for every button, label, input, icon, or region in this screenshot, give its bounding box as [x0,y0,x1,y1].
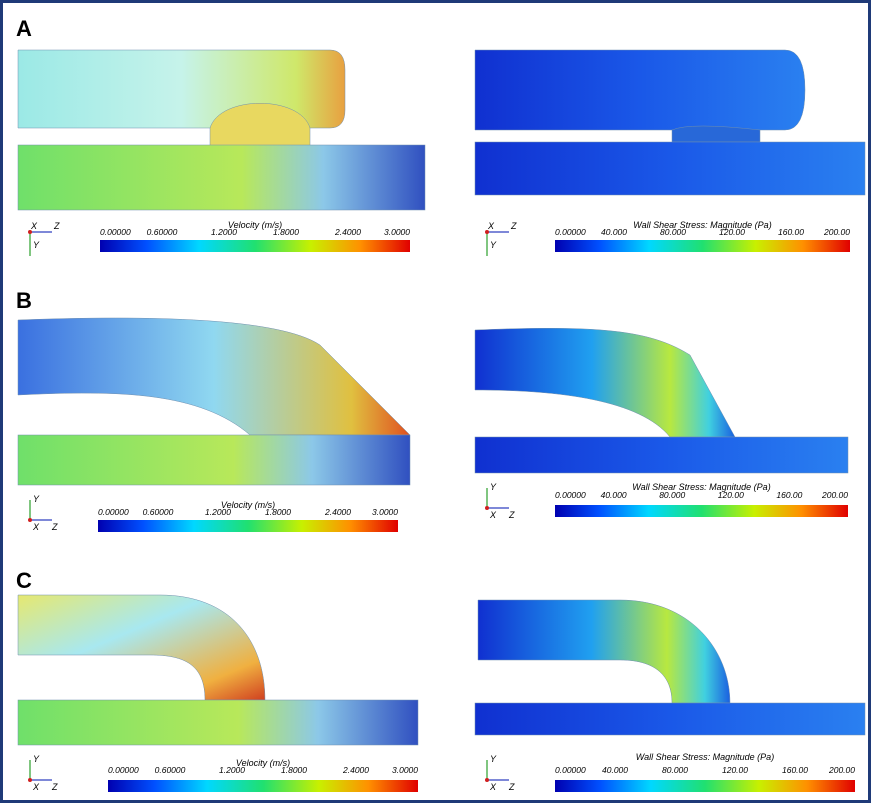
axis-origin [485,230,489,234]
colorbar-tick-label: 0.00000 [98,507,129,517]
colorbar-tick-label: 200.00 [821,490,848,500]
panel-label: C [16,568,32,593]
axis-origin [485,778,489,782]
colorbar-tick-label: 0.60000 [155,765,186,775]
colorbar-tick-label: 2.4000 [342,765,369,775]
colorbar-title: Wall Shear Stress: Magnitude (Pa) [636,752,774,762]
flow-geometry [18,435,410,485]
colorbar-tick-label: 40.000 [601,490,627,500]
colorbar-tick-label: 0.00000 [108,765,139,775]
axis-origin [28,778,32,782]
colorbar-tick-label: 40.000 [601,227,627,237]
flow-geometry [18,700,418,745]
colorbar-tick-label: 0.00000 [555,227,586,237]
colorbar-tick-label: 120.00 [722,765,748,775]
colorbar [108,780,418,792]
colorbar [100,240,410,252]
colorbar-title: Wall Shear Stress: Magnitude (Pa) [632,482,770,492]
colorbar [98,520,398,532]
axis-label: Z [53,221,60,231]
colorbar-tick-label: 1.8000 [265,507,291,517]
flow-geometry [475,50,805,130]
axis-label: Y [33,240,40,250]
axis-label: X [487,221,495,231]
axis-label: X [489,782,497,792]
axis-label: Y [490,240,497,250]
axis-label: Z [508,510,515,520]
flow-geometry [475,437,848,473]
colorbar [555,780,855,792]
axis-label: Z [510,221,517,231]
colorbar-tick-label: 160.00 [778,227,804,237]
axis-label: Y [33,754,40,764]
flow-geometry [475,703,865,735]
axis-label: Z [508,782,515,792]
colorbar-tick-label: 1.8000 [281,765,307,775]
colorbar-tick-label: 80.000 [662,765,688,775]
colorbar-tick-label: 3.0000 [384,227,410,237]
colorbar-tick-label: 0.00000 [555,765,586,775]
colorbar-tick-label: 120.00 [718,490,744,500]
colorbar-tick-label: 80.000 [660,227,686,237]
flow-geometry [475,142,865,195]
colorbar-tick-label: 0.60000 [147,227,178,237]
figure: AVelocity (m/s)0.000000.600001.20001.800… [0,0,871,803]
axis-label: Z [51,782,58,792]
colorbar-tick-label: 160.00 [776,490,802,500]
colorbar-tick-label: 200.00 [828,765,855,775]
axis-label: X [32,522,40,532]
colorbar-tick-label: 2.4000 [324,507,351,517]
axis-label: Y [490,482,497,492]
colorbar-tick-label: 0.00000 [100,227,131,237]
axis-label: X [489,510,497,520]
colorbar-tick-label: 0.00000 [555,490,586,500]
flow-geometry [18,145,425,210]
colorbar-tick-label: 1.2000 [211,227,237,237]
axis-label: Y [33,494,40,504]
axis-origin [485,506,489,510]
panel-label: A [16,16,32,41]
colorbar-tick-label: 1.2000 [219,765,245,775]
colorbar-tick-label: 1.8000 [273,227,299,237]
colorbar-tick-label: 0.60000 [143,507,174,517]
colorbar-tick-label: 200.00 [823,227,850,237]
colorbar-tick-label: 3.0000 [392,765,418,775]
axis-origin [28,230,32,234]
colorbar-tick-label: 40.000 [602,765,628,775]
colorbar-title: Wall Shear Stress: Magnitude (Pa) [633,220,771,230]
colorbar [555,505,848,517]
axis-label: X [30,221,38,231]
colorbar-tick-label: 1.2000 [205,507,231,517]
axis-origin [28,518,32,522]
flow-geometry [672,126,760,142]
axis-label: X [32,782,40,792]
colorbar-tick-label: 160.00 [782,765,808,775]
colorbar-tick-label: 2.4000 [334,227,361,237]
colorbar-tick-label: 80.000 [659,490,685,500]
colorbar-tick-label: 3.0000 [372,507,398,517]
axis-label: Z [51,522,58,532]
axis-label: Y [490,754,497,764]
colorbar [555,240,850,252]
panel-label: B [16,288,32,313]
colorbar-tick-label: 120.00 [719,227,745,237]
